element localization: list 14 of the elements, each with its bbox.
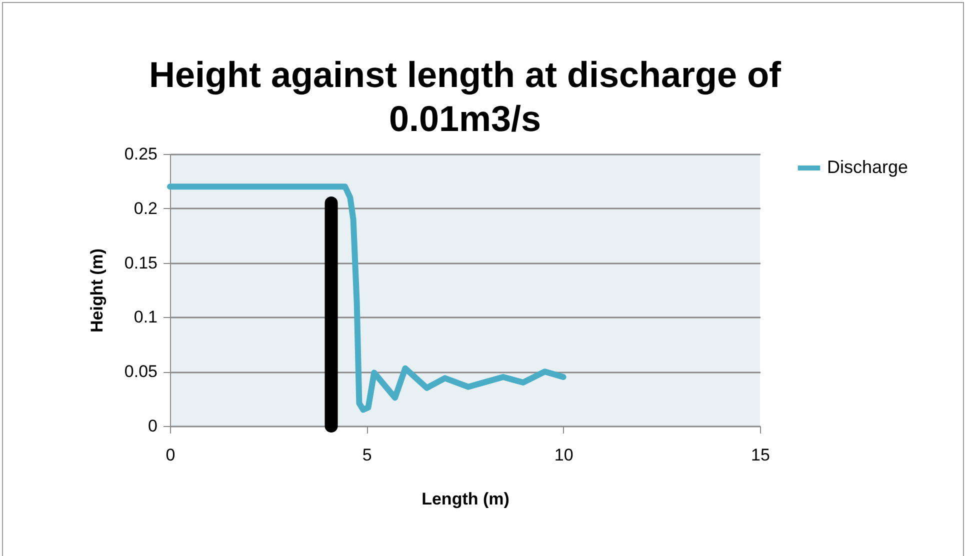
y-tick-label: 0.2 bbox=[134, 198, 158, 218]
y-tick-label: 0.15 bbox=[124, 253, 158, 272]
chart-title: Height against length at discharge of 0.01m3/s bbox=[148, 54, 782, 139]
x-tick-label: 15 bbox=[751, 446, 770, 464]
x-axis-title: Length (m) bbox=[422, 490, 510, 508]
y-tick-label: 0.1 bbox=[134, 308, 158, 327]
y-tick-label: 0 bbox=[148, 416, 158, 436]
y-tick-label: 0.25 bbox=[124, 144, 158, 164]
y-axis-title: Height (m) bbox=[87, 248, 106, 333]
y-tick-label: 0.05 bbox=[124, 362, 158, 382]
x-tick-label: 0 bbox=[166, 446, 176, 464]
x-tick-label: 10 bbox=[554, 446, 574, 464]
legend-label: Discharge bbox=[827, 157, 908, 177]
x-tick-label: 5 bbox=[362, 446, 372, 464]
